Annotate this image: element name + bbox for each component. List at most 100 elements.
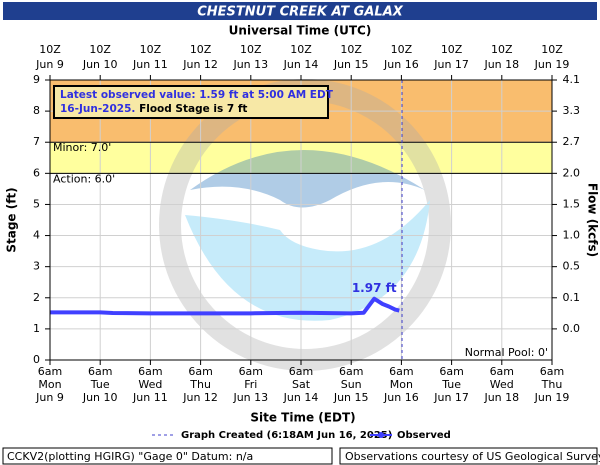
footer-box (2, 447, 333, 465)
y-tick-label: 3 (33, 260, 40, 273)
x2-tick-label: 10Z (290, 43, 312, 56)
x-tick-label: Sat (292, 378, 311, 391)
y2-tick-label: 0.1 (563, 291, 581, 304)
y-tick-label: 7 (33, 135, 40, 148)
x-tick-label: Wed (490, 378, 514, 391)
y2-tick-label: 2.0 (563, 166, 581, 179)
x2-tick-label: Jun 15 (333, 58, 369, 71)
x-tick-label: Jun 15 (333, 391, 369, 404)
x2-tick-label: 10Z (391, 43, 413, 56)
x2-tick-label: Jun 17 (433, 58, 469, 71)
y-tick-label: 1 (33, 322, 40, 335)
x2-tick-label: Jun 9 (35, 58, 64, 71)
x-axis-label: Site Time (EDT) (250, 411, 355, 425)
x-tick-label: 6am (439, 365, 463, 378)
x-tick-label: 6am (38, 365, 62, 378)
x2-tick-label: 10Z (541, 43, 563, 56)
x-tick-label: Tue (90, 378, 110, 391)
footer-right: Observations courtesy of US Geological S… (345, 450, 600, 463)
footer-left: CCKV2(plotting HGIRG) "Gage 0" Datum: n/… (7, 450, 253, 463)
info-box (53, 85, 329, 119)
x-tick-label: 6am (540, 365, 564, 378)
threshold-label: Minor: 7.0' (53, 141, 111, 154)
x-tick-label: 6am (188, 365, 212, 378)
x-tick-label: Jun 14 (283, 391, 319, 404)
x-tick-label: Jun 10 (82, 391, 118, 404)
x-tick-label: Jun 9 (35, 391, 64, 404)
y-tick-label: 9 (33, 73, 40, 86)
x2-tick-label: 10Z (140, 43, 162, 56)
y2-tick-label: 0.0 (563, 322, 581, 335)
y2-tick-label: 1.0 (563, 229, 581, 242)
x2-tick-label: Jun 14 (283, 58, 319, 71)
x-tick-label: Tue (441, 378, 461, 391)
y-tick-label: 8 (33, 104, 40, 117)
footer-box (339, 447, 598, 465)
x2-tick-label: Jun 11 (132, 58, 168, 71)
watermark-shape (190, 150, 425, 208)
x2-tick-label: 10Z (190, 43, 212, 56)
x-tick-label: Jun 12 (182, 391, 218, 404)
x-tick-label: 6am (239, 365, 263, 378)
x2-tick-label: Jun 16 (383, 58, 419, 71)
x-tick-label: Sun (341, 378, 362, 391)
x-tick-label: 6am (88, 365, 112, 378)
x2-tick-label: 10Z (240, 43, 262, 56)
peak-label: 1.97 ft (352, 281, 397, 295)
x-tick-label: 6am (490, 365, 514, 378)
threshold-label: Action: 6.0' (53, 172, 115, 185)
x-tick-label: Thu (541, 378, 563, 391)
watermark-shape (185, 200, 430, 321)
data-line (50, 296, 400, 316)
chart-title: CHESTNUT CREEK AT GALAX (197, 5, 404, 20)
x-tick-label: Mon (390, 378, 413, 391)
title-bar (3, 2, 597, 20)
y-tick-label: 0 (33, 353, 40, 366)
legend-label: Observed (397, 430, 451, 441)
info-date: 16-Jun-2025. (60, 103, 135, 115)
y2-tick-label: 1.5 (563, 197, 581, 210)
x2-tick-label: 10Z (491, 43, 513, 56)
flood-stage: Flood Stage is 7 ft (139, 103, 247, 115)
x-tick-label: 6am (339, 365, 363, 378)
y2-tick-label: 2.7 (563, 135, 581, 148)
y2-tick-label: 3.3 (563, 104, 581, 117)
legend-marker (378, 432, 384, 438)
y2-tick-label: 0.5 (563, 260, 581, 273)
x2-tick-label: 10Z (39, 43, 61, 56)
y-tick-label: 4 (33, 229, 40, 242)
x-tick-label: Jun 13 (232, 391, 268, 404)
x2-tick-label: Jun 12 (182, 58, 218, 71)
info-text: 16-Jun-2025. Flood Stage is 7 ft (60, 103, 247, 115)
x2-tick-label: Jun 19 (534, 58, 570, 71)
info-text: Latest observed value: 1.59 ft at 5:00 A… (60, 89, 334, 101)
x-tick-label: 6am (389, 365, 413, 378)
x2-tick-label: Jun 10 (82, 58, 118, 71)
x-tick-label: Fri (244, 378, 257, 391)
y-tick-label: 5 (33, 197, 40, 210)
y2-axis-label: Flow (kcfs) (586, 183, 600, 257)
x-tick-label: 6am (289, 365, 313, 378)
x-tick-label: Jun 11 (132, 391, 168, 404)
y2-tick-label: 4.1 (563, 73, 581, 86)
x-tick-label: Mon (38, 378, 61, 391)
x-tick-label: Jun 19 (534, 391, 570, 404)
x-tick-label: Jun 18 (483, 391, 519, 404)
legend-label: Graph Created (6:18AM Jun 16, 2025) (181, 430, 392, 441)
x-tick-label: Wed (138, 378, 162, 391)
x2-tick-label: 10Z (340, 43, 362, 56)
top-axis-label: Universal Time (UTC) (229, 24, 372, 38)
x-tick-label: 6am (138, 365, 162, 378)
y-tick-label: 6 (33, 166, 40, 179)
x2-tick-label: 10Z (441, 43, 463, 56)
x-tick-label: Jun 17 (433, 391, 469, 404)
y-axis-label: Stage (ft) (5, 187, 19, 252)
x2-tick-label: Jun 18 (483, 58, 519, 71)
y-tick-label: 2 (33, 291, 40, 304)
plot-frame (49, 79, 553, 361)
x-tick-label: Jun 16 (383, 391, 419, 404)
x2-tick-label: Jun 13 (232, 58, 268, 71)
x-tick-label: Thu (189, 378, 211, 391)
x2-tick-label: 10Z (89, 43, 111, 56)
